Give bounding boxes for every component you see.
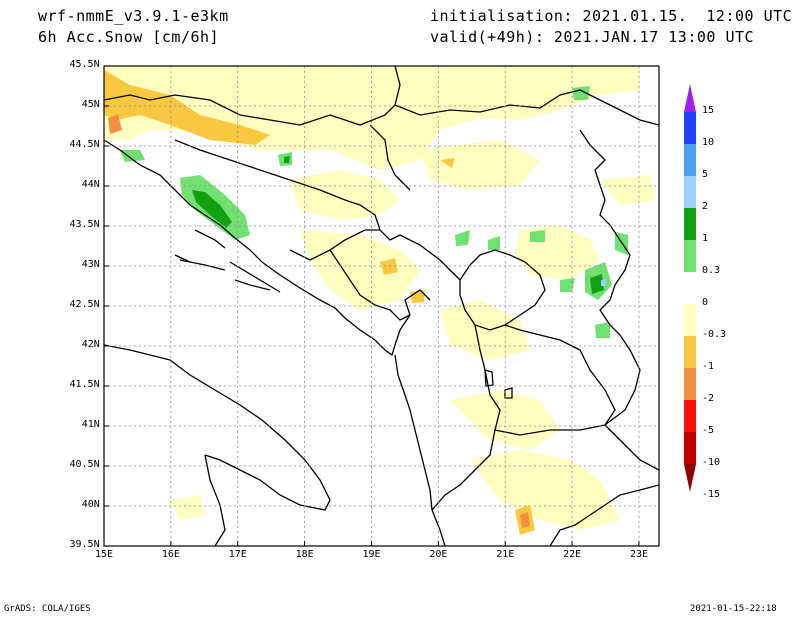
colorbar-label: 2 [702, 201, 709, 212]
snow-field-shading [104, 66, 655, 535]
colorbar-swatch [684, 144, 696, 176]
lat-label: 41.5N [69, 379, 100, 390]
lon-label: 21E [496, 549, 515, 560]
colorbar-label: 15 [702, 105, 715, 116]
colorbar [684, 84, 696, 492]
colorbar-label: -10 [702, 457, 721, 468]
lat-label: 44.5N [69, 139, 100, 150]
colorbar-swatch [684, 432, 696, 464]
gridlines [104, 66, 659, 546]
lat-label: 44N [81, 179, 100, 190]
lon-label: 23E [629, 549, 648, 560]
colorbar-swatch [684, 112, 696, 144]
colorbar-label: 0.3 [702, 265, 721, 276]
colorbar-swatch [684, 272, 696, 304]
colorbar-label: -2 [702, 393, 715, 404]
colorbar-swatch [684, 400, 696, 432]
lat-label: 42N [81, 339, 100, 350]
lat-label: 43N [81, 259, 100, 270]
colorbar-label: -5 [702, 425, 715, 436]
lon-label: 19E [362, 549, 381, 560]
colorbar-swatch [684, 368, 696, 400]
render-timestamp: 2021-01-15-22:18 [690, 604, 777, 614]
lon-label: 16E [161, 549, 180, 560]
colorbar-swatch [684, 336, 696, 368]
lat-label: 45.5N [69, 59, 100, 70]
lon-label: 20E [429, 549, 448, 560]
colorbar-label: 0 [702, 297, 709, 308]
lat-label: 40N [81, 499, 100, 510]
lat-label: 45N [81, 99, 100, 110]
colorbar-label: -15 [702, 489, 721, 500]
colorbar-label: 10 [702, 137, 715, 148]
colorbar-top-arrow [684, 84, 696, 112]
lat-label: 40.5N [69, 459, 100, 470]
lat-label: 41N [81, 419, 100, 430]
axis-ticks [103, 65, 640, 547]
colorbar-swatch [684, 176, 696, 208]
valid-time: valid(+49h): 2021.JAN.17 13:00 UTC [430, 28, 755, 46]
lon-label: 17E [228, 549, 247, 560]
colorbar-label: -1 [702, 361, 715, 372]
colorbar-swatch [684, 304, 696, 336]
colorbar-label: 5 [702, 169, 709, 180]
lon-label: 15E [95, 549, 114, 560]
colorbar-label: -0.3 [702, 329, 727, 340]
init-time: initialisation: 2021.01.15. 12:00 UTC [430, 7, 793, 25]
lat-label: 39.5N [69, 539, 100, 550]
field-title: 6h Acc.Snow [cm/6h] [38, 28, 220, 46]
coastlines-borders [104, 66, 659, 546]
colorbar-bottom-arrow [684, 464, 696, 492]
grads-credit: GrADS: COLA/IGES [4, 604, 91, 614]
map-area [104, 66, 659, 546]
colorbar-label: 1 [702, 233, 709, 244]
colorbar-swatch [684, 240, 696, 272]
lon-label: 18E [295, 549, 314, 560]
lat-label: 43.5N [69, 219, 100, 230]
lat-label: 42.5N [69, 299, 100, 310]
model-title: wrf-nmmE_v3.9.1-e3km [38, 7, 229, 25]
colorbar-swatch [684, 208, 696, 240]
lon-label: 22E [563, 549, 582, 560]
